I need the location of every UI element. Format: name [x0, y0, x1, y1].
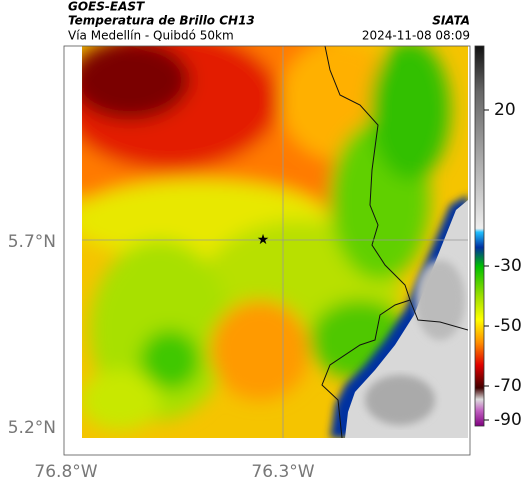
lat-label: 5.2°N	[8, 418, 56, 438]
svg-text:★: ★	[257, 232, 270, 248]
title: Temperatura de Brillo CH13	[68, 14, 255, 28]
colorbar	[474, 45, 485, 427]
satellite-image: ★	[82, 46, 468, 438]
datetime: 2024-11-08 08:09	[362, 29, 470, 43]
colorbar-tick-label: -30	[494, 256, 522, 276]
lon-label: 76.3°W	[251, 462, 314, 482]
colorbar-tick-label: -50	[494, 316, 522, 336]
agency: SIATA	[432, 14, 470, 28]
lat-label: 5.7°N	[8, 232, 56, 252]
lon-label: 76.8°W	[34, 462, 97, 482]
map-frame	[63, 45, 471, 456]
colorbar-tick-label: -90	[494, 410, 522, 430]
source: GOES-EAST	[68, 0, 145, 14]
colorbar-tick-label: 20	[494, 100, 516, 120]
subtitle: Vía Medellín - Quibdó 50km	[68, 29, 234, 43]
colorbar-tick-label: -70	[494, 376, 522, 396]
